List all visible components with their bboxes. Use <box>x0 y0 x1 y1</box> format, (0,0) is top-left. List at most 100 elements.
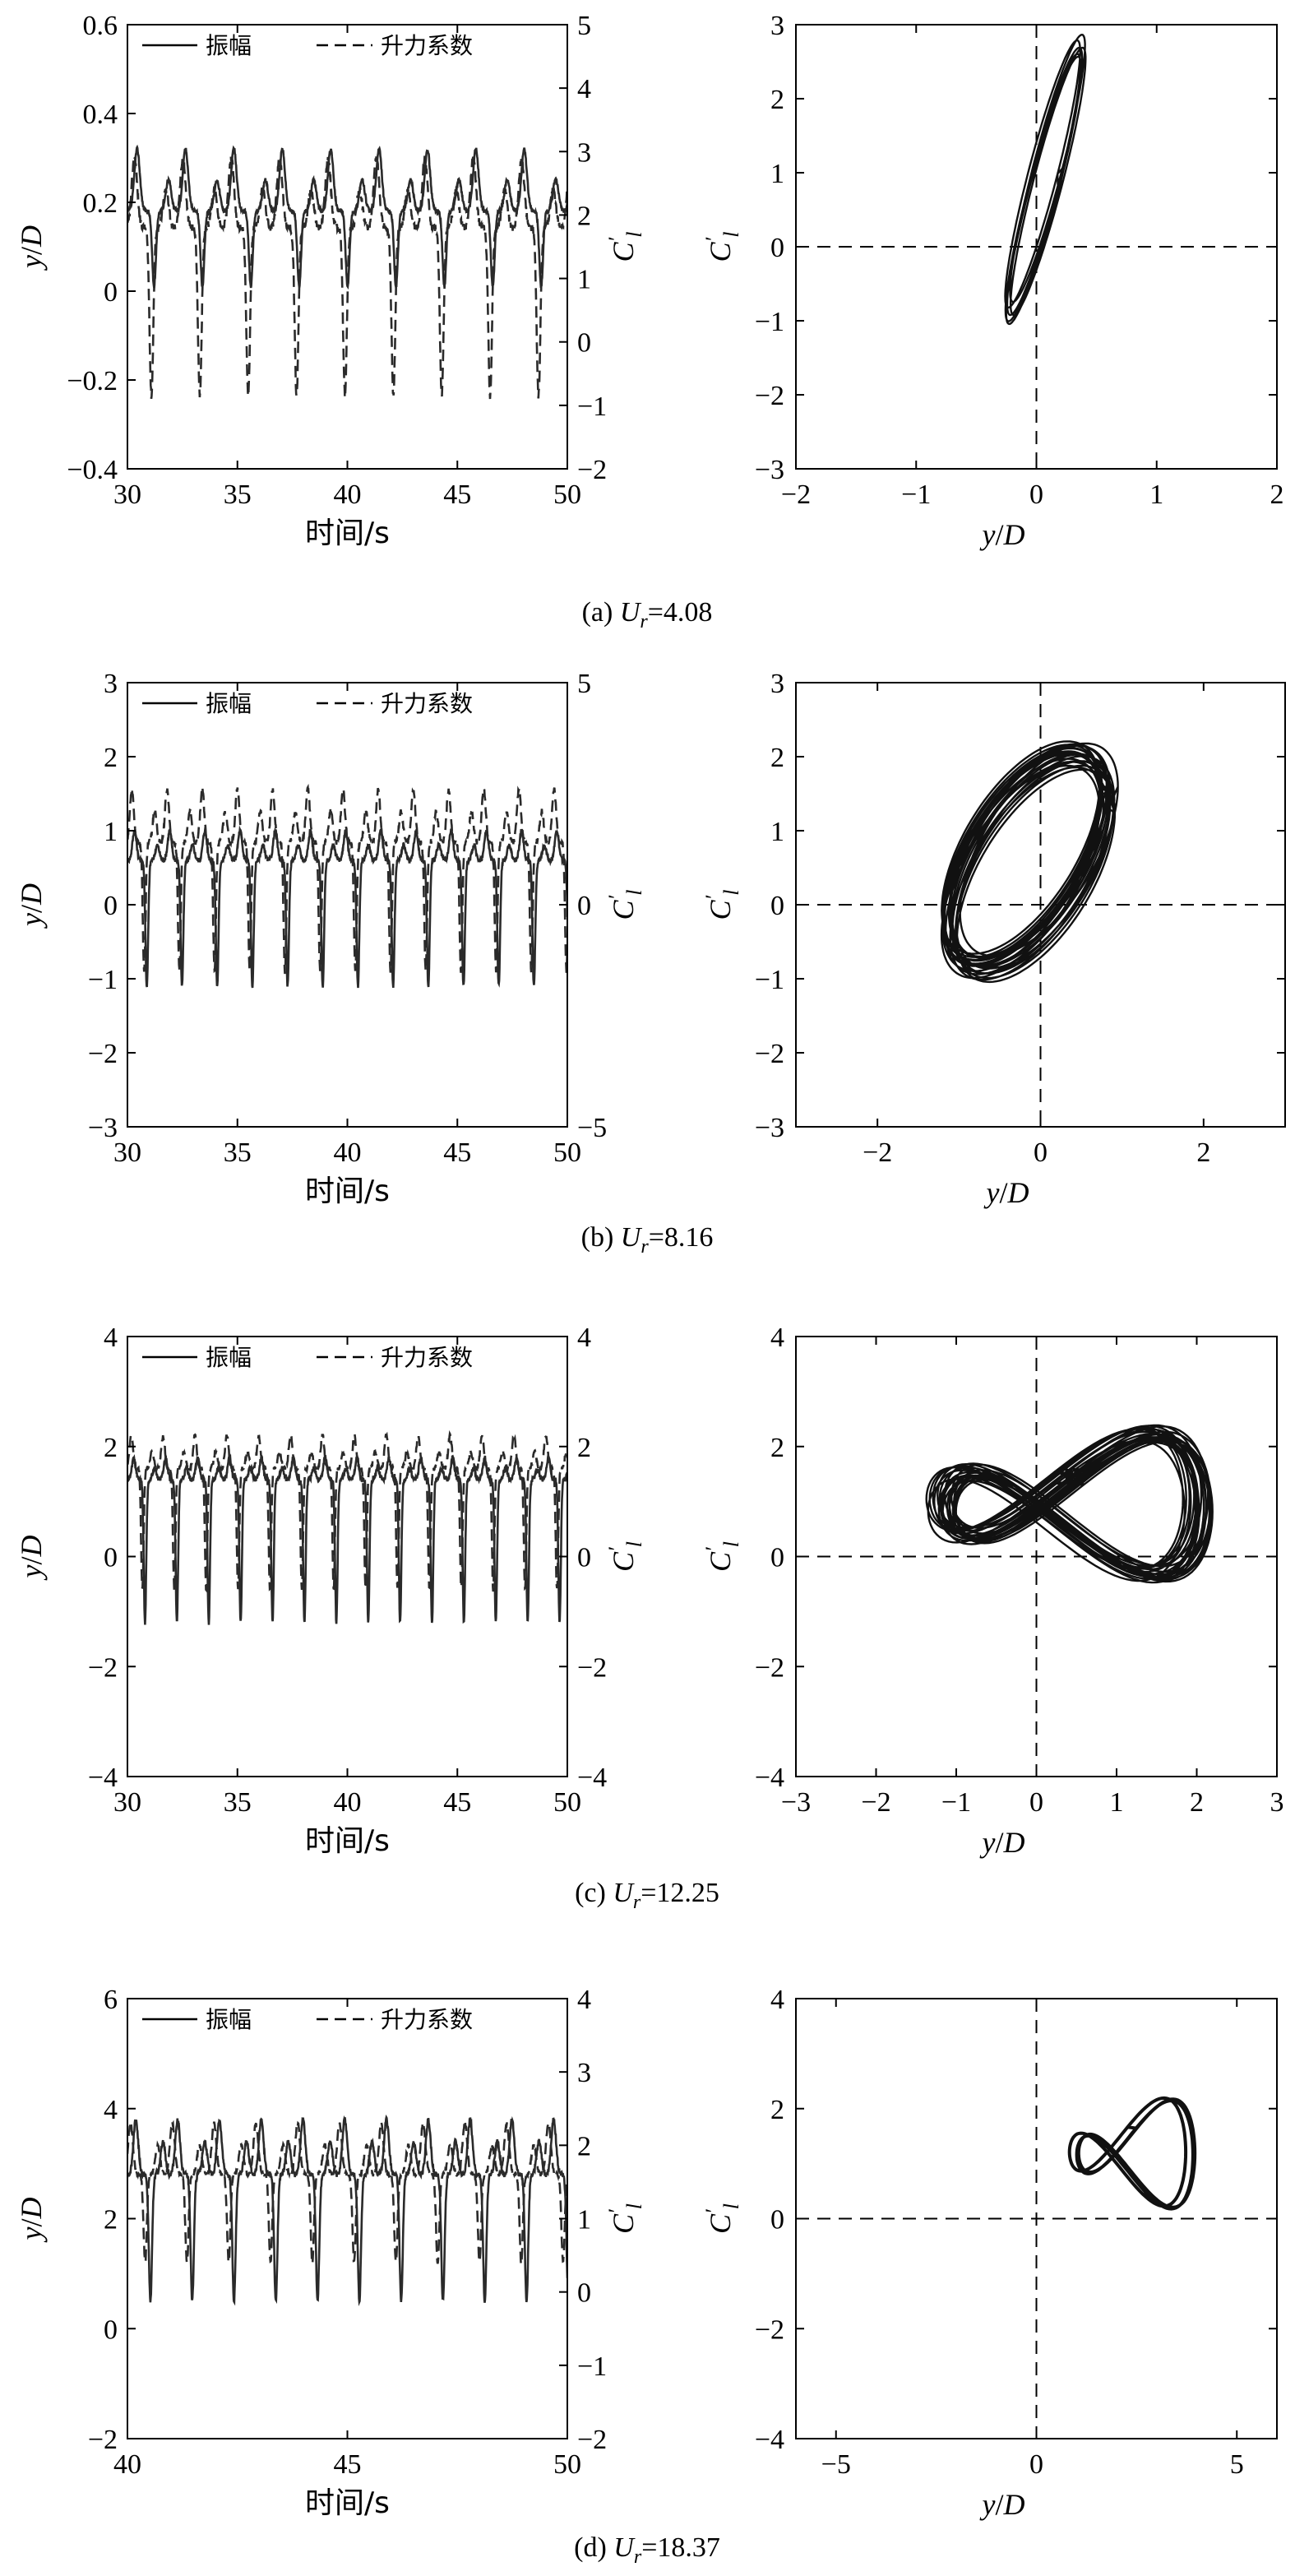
phase-panel-d: −5 0 5 −4 −2 0 2 4 y/D C′l <box>701 1985 1278 2521</box>
x-tick-label: 30 <box>113 1137 141 1168</box>
y-left-tick-label: 0 <box>104 277 118 308</box>
y-tick-label: 4 <box>770 1985 784 2015</box>
x-tick-label: −2 <box>781 480 811 510</box>
phase-trajectory <box>940 740 1119 984</box>
y-right-tick-label: 0 <box>577 891 591 921</box>
y-left-tick-label: 1 <box>104 817 118 847</box>
y-tick-label: −4 <box>755 1763 784 1793</box>
y-axis-label: C′l <box>701 1541 743 1572</box>
legend-amplitude-label: 振幅 <box>206 690 252 717</box>
y-right-tick-label: −4 <box>577 1763 607 1793</box>
x-axis-label: y/D <box>980 518 1025 551</box>
y-axis-label: C′l <box>701 890 743 920</box>
y-right-tick-label: 2 <box>577 1433 591 1463</box>
series-line-lift <box>127 783 567 975</box>
x-tick-label: 0 <box>1029 2449 1043 2480</box>
y-right-tick-label: 5 <box>577 669 591 699</box>
y-left-tick-label: 2 <box>104 2205 118 2235</box>
y-left-tick-label: 0 <box>104 1543 118 1573</box>
x-tick-label: 40 <box>113 2449 141 2480</box>
y-tick-label: 3 <box>770 11 784 41</box>
caption-d: (d) Ur=18.37 <box>574 2532 720 2568</box>
y-left-tick-label: 0.4 <box>83 100 118 130</box>
x-tick-label: 30 <box>113 1787 141 1818</box>
x-tick-label: 1 <box>1149 480 1163 510</box>
series-line-amplitude <box>127 2114 567 2306</box>
y-tick-label: 0 <box>770 1543 784 1573</box>
y-left-tick-label: 2 <box>104 1433 118 1463</box>
y-tick-label: −3 <box>755 1113 784 1143</box>
y-tick-label: −4 <box>755 2425 784 2455</box>
y-left-axis-label: y/D <box>15 883 48 929</box>
y-tick-label: 1 <box>770 159 784 189</box>
y-left-tick-label: −2 <box>88 1652 118 1683</box>
y-left-tick-label: −2 <box>88 2425 118 2455</box>
x-tick-label: 2 <box>1196 1137 1210 1168</box>
y-right-tick-label: 5 <box>577 11 591 41</box>
y-left-tick-label: 3 <box>104 669 118 699</box>
legend-amplitude-label: 振幅 <box>206 1344 252 1371</box>
plot-frame <box>127 24 568 470</box>
y-left-tick-label: −1 <box>88 965 118 995</box>
x-tick-label: −1 <box>901 480 931 510</box>
y-tick-label: −2 <box>755 381 784 411</box>
x-axis-label: y/D <box>980 2488 1025 2521</box>
y-tick-label: −1 <box>755 307 784 337</box>
y-right-tick-label: −2 <box>577 1652 607 1683</box>
series-line-amplitude <box>127 825 567 989</box>
caption-c: (c) Ur=12.25 <box>575 1878 719 1913</box>
y-right-tick-label: −1 <box>577 391 607 422</box>
legend-amplitude-label: 振幅 <box>206 32 252 59</box>
x-axis-label: y/D <box>980 1826 1025 1859</box>
x-tick-label: 5 <box>1230 2449 1244 2480</box>
y-tick-label: 2 <box>770 2095 784 2125</box>
y-left-tick-label: −4 <box>88 1763 118 1793</box>
x-tick-label: 35 <box>224 1787 252 1818</box>
y-tick-label: 3 <box>770 669 784 699</box>
legend-lift-label: 升力系数 <box>381 2006 473 2033</box>
y-right-axis-label: C′l <box>604 2203 646 2234</box>
legend-amplitude-label: 振幅 <box>206 2006 252 2033</box>
y-right-axis-label: C′l <box>604 232 646 262</box>
x-tick-label: 2 <box>1270 480 1284 510</box>
y-tick-label: 1 <box>770 817 784 847</box>
y-tick-label: −2 <box>755 1652 784 1683</box>
x-tick-label: 35 <box>224 480 252 510</box>
x-tick-label: −3 <box>781 1787 811 1818</box>
y-tick-label: 0 <box>770 891 784 921</box>
x-tick-label: 40 <box>334 480 362 510</box>
y-right-axis-label: C′l <box>604 1541 646 1572</box>
y-left-tick-label: 0 <box>104 2314 118 2345</box>
y-tick-label: −2 <box>755 1039 784 1069</box>
plot-frame <box>127 1998 568 2439</box>
y-right-tick-label: −1 <box>577 2351 607 2382</box>
y-tick-label: 4 <box>770 1323 784 1353</box>
y-left-tick-label: 6 <box>104 1985 118 2015</box>
y-right-tick-label: 1 <box>577 2205 591 2235</box>
caption-b: (b) Ur=8.16 <box>581 1222 714 1258</box>
x-tick-label: 40 <box>334 1787 362 1818</box>
x-tick-label: 0 <box>1029 1787 1043 1818</box>
x-tick-label: 3 <box>1270 1787 1284 1818</box>
y-tick-label: −2 <box>755 2314 784 2345</box>
y-left-tick-label: 0.6 <box>83 11 118 41</box>
y-right-tick-label: −2 <box>577 2425 607 2455</box>
x-tick-label: 45 <box>443 480 471 510</box>
x-tick-label: 50 <box>553 1787 581 1818</box>
y-left-tick-label: 0 <box>104 891 118 921</box>
x-tick-label: 0 <box>1029 480 1043 510</box>
x-tick-label: 50 <box>553 1137 581 1168</box>
y-right-tick-label: −2 <box>577 455 607 485</box>
y-right-tick-label: 0 <box>577 2278 591 2309</box>
x-axis-label: 时间/s <box>305 2486 390 2520</box>
y-tick-label: 2 <box>770 85 784 115</box>
phase-trajectory <box>1067 2096 1197 2211</box>
x-tick-label: 50 <box>553 2449 581 2480</box>
y-right-tick-label: 1 <box>577 265 591 295</box>
y-left-tick-label: 2 <box>104 743 118 773</box>
x-axis-label: 时间/s <box>305 1174 390 1208</box>
x-tick-label: 45 <box>334 2449 362 2480</box>
y-left-axis-label: y/D <box>15 2198 48 2243</box>
y-tick-label: 0 <box>770 233 784 263</box>
time-series-panel-a: 30 35 40 45 50−0.4−0.200.20.40.6−2−1012345时间… <box>15 11 646 550</box>
